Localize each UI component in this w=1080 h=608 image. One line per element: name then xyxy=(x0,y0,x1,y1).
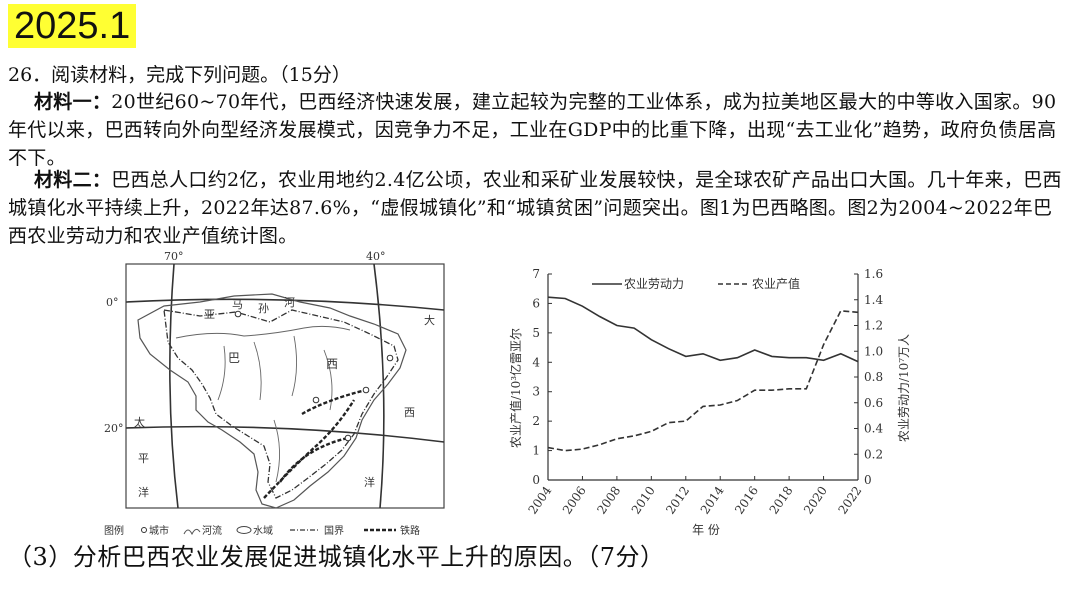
material-two-label: 材料二： xyxy=(34,169,112,191)
label-xi2: 西 xyxy=(404,406,415,419)
x-tick-label: 2022 xyxy=(835,484,864,517)
label-ma: 马 xyxy=(232,298,243,311)
y-right-tick-label: 0.2 xyxy=(864,447,883,461)
railway xyxy=(263,399,356,499)
material-one-text: 20世纪60~70年代，巴西经济快速发展，建立起较为完整的工业体系，成为拉美地区… xyxy=(8,91,1057,169)
city-dot xyxy=(386,354,394,362)
lon-label-40: 40° xyxy=(366,250,386,263)
y-left-tick-label: 2 xyxy=(532,414,540,428)
label-tai: 太 xyxy=(134,416,145,429)
y-left-tick-label: 3 xyxy=(532,385,540,399)
y-right-tick-label: 0.4 xyxy=(864,422,883,436)
y-left-tick-label: 1 xyxy=(532,444,540,458)
x-tick-label: 2016 xyxy=(732,484,761,517)
y-left-tick-label: 7 xyxy=(532,267,540,281)
label-yang: 洋 xyxy=(364,475,375,489)
label-sun: 孙 xyxy=(258,302,269,315)
y-right-tick-label: 0 xyxy=(864,473,872,487)
city-dot xyxy=(312,396,320,404)
legend-river-icon xyxy=(183,528,201,536)
year-badge: 2025.1 xyxy=(8,4,137,48)
label-ya: 亚 xyxy=(204,308,215,321)
sub-question: （3）分析巴西农业发展促进城镇化水平上升的原因。（7分） xyxy=(8,543,665,571)
city-dot xyxy=(362,386,370,394)
legend-river: 河流 xyxy=(202,524,222,537)
railway xyxy=(301,388,367,416)
y-right-tick-label: 1.2 xyxy=(864,319,883,333)
label-da: 大 xyxy=(424,313,435,327)
amazon-river xyxy=(175,325,351,339)
label-xi: 西 xyxy=(326,357,338,371)
x-tick-label: 2018 xyxy=(767,484,796,517)
map-legend: 图例 城市 河流 水域 国界 铁路 xyxy=(104,524,420,537)
x-tick-label: 2006 xyxy=(560,484,589,517)
legend-city: 城市 xyxy=(149,524,169,537)
lat-label-0: 0° xyxy=(106,296,119,309)
material-two-text: 巴西总人口约2亿，农业用地约2.4亿公顷，农业和采矿业发展较快，是全球农矿产品出… xyxy=(8,169,1062,247)
y-left-tick-label: 0 xyxy=(532,473,540,487)
lat-label-20: 20° xyxy=(104,422,124,435)
y-left-tick-label: 6 xyxy=(532,296,540,310)
x-tick-label: 2004 xyxy=(525,483,554,516)
legend-water-icon xyxy=(236,526,252,534)
y-left-tick-label: 4 xyxy=(532,355,540,369)
legend-title: 图例 xyxy=(104,524,124,537)
label-ba: 巴 xyxy=(228,351,240,365)
river-tributary xyxy=(291,335,297,397)
x-tick-label: 2012 xyxy=(663,484,692,517)
chart-series xyxy=(547,296,859,452)
brazil-map: 70° 40° 0° 20° 亚 马 孙 河 巴 西 大 西 洋 太 平 洋 图… xyxy=(104,250,445,537)
x-tick-label: 2020 xyxy=(801,484,830,517)
series-line-labor xyxy=(547,296,859,363)
y-right-tick-label: 0.8 xyxy=(864,370,883,384)
y-right-label: 农业劳动力/10⁷万人 xyxy=(897,334,910,442)
label-yang2: 洋 xyxy=(138,485,149,499)
river-tributary xyxy=(323,349,333,411)
equator-line xyxy=(125,298,445,311)
continent-outline xyxy=(137,293,407,509)
question-title: 26．阅读材料，完成下列问题。（15分） xyxy=(8,64,351,86)
y-right-tick-label: 1.4 xyxy=(864,293,883,307)
x-tick-label: 2008 xyxy=(594,484,623,517)
legend-labor: 农业劳动力 xyxy=(624,277,684,291)
x-tick-label: 2014 xyxy=(698,483,727,516)
city-dot xyxy=(344,434,352,442)
y-left-tick-label: 5 xyxy=(532,326,540,340)
legend-output: 农业产值 xyxy=(752,276,800,291)
x-label: 年 份 xyxy=(692,523,720,537)
y-right-tick-label: 0.6 xyxy=(864,396,883,410)
city-dot xyxy=(234,310,242,318)
label-he: 河 xyxy=(284,296,295,309)
y-right-tick-label: 1.0 xyxy=(864,344,883,358)
material-two: 材料二：巴西总人口约2亿，农业用地约2.4亿公顷，农业和采矿业发展较快，是全球农… xyxy=(8,166,1070,250)
material-one: 材料一：20世纪60~70年代，巴西经济快速发展，建立起较为完整的工业体系，成为… xyxy=(8,88,1070,172)
legend-city-icon xyxy=(141,527,147,533)
parana-river xyxy=(273,419,280,483)
lon-40-line xyxy=(373,263,385,509)
y-left-label: 农业产值/10³亿雷亚尔 xyxy=(508,328,523,448)
legend-border: 国界 xyxy=(324,525,344,537)
brazil-border xyxy=(163,309,399,499)
lat-20-line xyxy=(125,425,445,443)
material-one-label: 材料一： xyxy=(34,91,112,113)
y-right-tick-label: 1.6 xyxy=(864,267,883,281)
series-line-output xyxy=(547,309,859,452)
label-ping: 平 xyxy=(138,452,149,465)
lon-70-line xyxy=(169,263,179,509)
river-tributary xyxy=(253,341,262,401)
railway xyxy=(279,436,349,483)
legend-water: 水域 xyxy=(253,524,273,537)
x-tick-label: 2010 xyxy=(629,484,658,517)
lon-label-70: 70° xyxy=(164,250,184,263)
river-tributary xyxy=(217,345,226,401)
legend-rail: 铁路 xyxy=(400,524,420,537)
chart-legend: 农业劳动力 农业产值 xyxy=(592,276,800,291)
